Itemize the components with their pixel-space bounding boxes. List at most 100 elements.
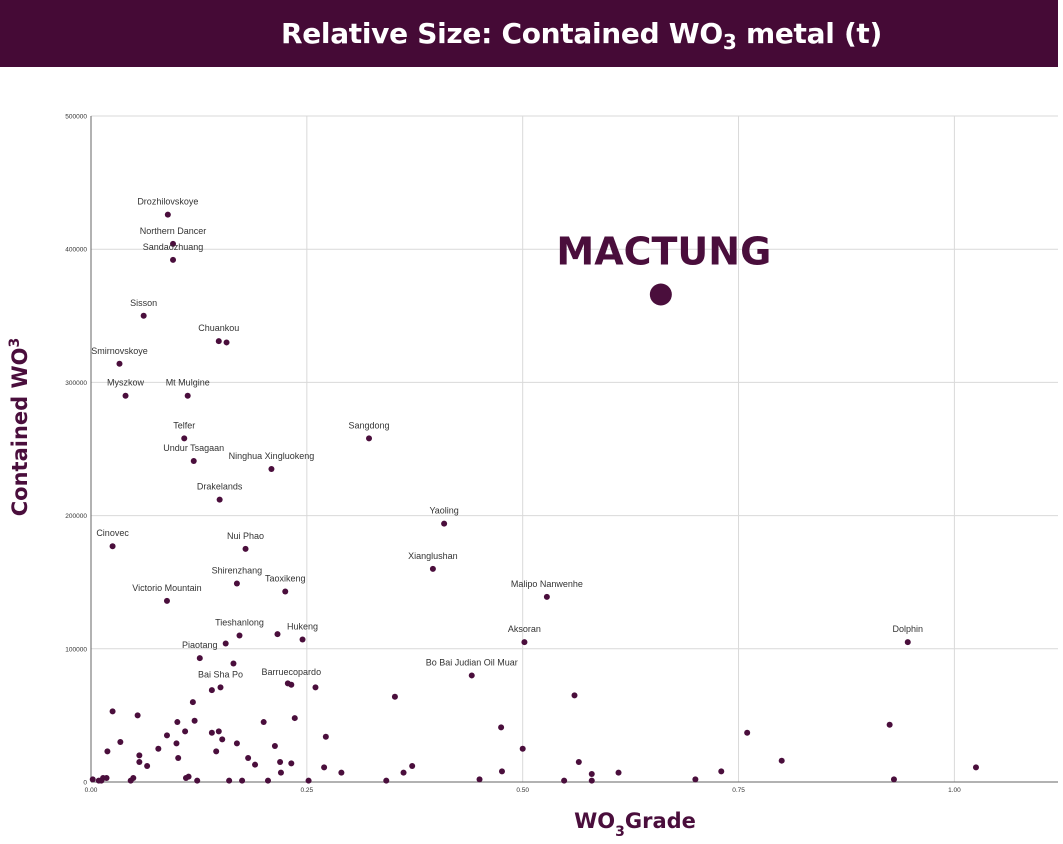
point-label: Bo Bai Judian Oil Muar [426,657,518,667]
data-point [588,771,595,778]
data-point [144,763,151,770]
data-point [184,392,191,399]
data-point [571,692,578,699]
data-point [498,724,505,731]
x-axis-title: WO3Grade [574,809,696,840]
point-label: Mt Mulgine [166,378,210,388]
data-point [223,339,230,346]
data-point [299,636,306,643]
data-point [134,712,141,719]
point-label: Tieshanlong [215,617,264,627]
data-point [181,435,188,442]
point-label: Yaoling [429,506,458,516]
data-point [338,769,345,776]
point-label: Shirenzhang [212,566,263,576]
x-tick-label: 1.00 [948,787,961,794]
data-point [441,520,448,527]
point-label: Barruecopardo [262,667,322,677]
data-point [288,760,295,767]
data-point [174,719,181,726]
data-point [194,777,201,784]
title-bar [0,0,1058,67]
data-point [163,732,170,739]
data-point [233,740,240,747]
data-point [170,240,177,247]
point-label: Bai Sha Po [198,669,243,679]
data-point [291,715,298,722]
data-point [230,660,237,667]
highlight-point [649,283,672,306]
y-tick-label: 500000 [65,114,87,121]
highlight: MACTUNG [556,229,771,306]
data-point [189,699,196,706]
data-point [104,748,111,755]
point-label: Victorio Mountain [132,583,201,593]
data-point [173,740,180,747]
data-point [185,773,192,780]
data-point [117,739,124,746]
point-label: Sandaozhuang [143,242,204,252]
data-point [718,768,725,775]
data-point [429,565,436,572]
data-point [575,759,582,766]
point-label: Aksoran [508,624,541,634]
point-label: Smirnovskoye [91,346,148,356]
point-label: Undur Tsagaan [163,443,224,453]
data-point [109,708,116,715]
point-label: Telfer [173,420,195,430]
axes [90,116,1058,783]
data-point [217,684,224,691]
data-point [190,457,197,464]
data-point [136,752,143,759]
data-point [239,777,246,784]
data-point [972,764,979,771]
data-point [615,769,622,776]
chart-title-subscript: 3 [722,30,737,54]
data-point [519,745,526,752]
data-point [136,759,143,766]
data-point [321,764,328,771]
data-point [233,580,240,587]
y-tick-label: 200000 [65,513,87,520]
y-tick-label: 300000 [65,380,87,387]
data-point [521,639,528,646]
x-tick-label: 0.25 [301,787,314,794]
chart-title: Relative Size: Contained WO3 metal (t) [0,0,1063,67]
data-point [116,360,123,367]
data-point [400,769,407,776]
point-label: Sisson [130,298,157,308]
data-point [260,719,267,726]
data-point [409,763,416,770]
point-label: Nui Phao [227,531,264,541]
data-point [213,748,220,755]
data-point [122,392,129,399]
data-point [242,545,249,552]
y-tick-label: 100000 [65,646,87,653]
point-labels: Drozhilovskoye Northern Dancer Sandaozhuan… [91,197,923,680]
y-tick-label: 400000 [65,247,87,254]
data-point [182,728,189,735]
data-point [588,777,595,784]
data-point [109,543,116,550]
y-tick-label: 0 [83,780,87,787]
data-point [208,687,215,694]
data-point [271,743,278,750]
chart-title-tail: metal (t) [736,17,883,50]
x-axis-title-main: WO [574,809,615,833]
data-point [130,775,137,782]
data-point [103,775,110,782]
data-point [236,632,243,639]
data-point [252,761,259,768]
chart-title-main: Relative Size: Contained WO [280,17,723,50]
data-point [322,733,329,740]
data-point [268,465,275,472]
data-point [164,211,171,218]
data-point [476,776,483,783]
x-tick-label: 0.00 [85,787,98,794]
data-point [312,684,319,691]
data-point [155,745,162,752]
point-label: Xianglushan [408,551,458,561]
point-label: Piaotang [182,640,218,650]
data-point [226,777,233,784]
